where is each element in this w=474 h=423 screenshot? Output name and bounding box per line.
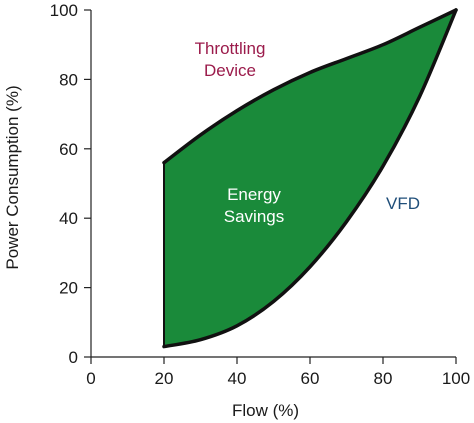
series-line-vfd (162, 8, 458, 349)
series-line-throttling-device (162, 8, 458, 165)
annotation-vfd: VFD (386, 194, 420, 213)
y-tick-label-80: 80 (59, 70, 78, 89)
annotation-line-0: Throttling (195, 39, 266, 58)
label-layer: Flow (%) Power Consumption (%) Energy Savin… (3, 39, 420, 420)
x-tick-label-100: 100 (442, 369, 470, 388)
energy-savings-label-line-1: Savings (224, 207, 284, 226)
x-tick-label-20: 20 (155, 369, 174, 388)
y-tick-label-100: 100 (50, 1, 78, 20)
y-tick-label-20: 20 (59, 279, 78, 298)
x-tick-label-40: 40 (228, 369, 247, 388)
annotation-line-0: VFD (386, 194, 420, 213)
y-axis-title: Power Consumption (%) (3, 85, 22, 269)
x-tick-label-0: 0 (86, 369, 95, 388)
line-layer (162, 8, 458, 349)
fill-layer (164, 10, 456, 347)
energy-savings-label: Energy Savings (224, 185, 284, 226)
x-tick-label-60: 60 (301, 369, 320, 388)
energy-savings-label-line-0: Energy (227, 185, 281, 204)
axis-layer: 0 20 40 60 80 100 0 20 40 60 80 100 (50, 1, 471, 388)
energy-savings-area (164, 10, 456, 347)
y-tick-label-60: 60 (59, 140, 78, 159)
y-tick-label-40: 40 (59, 209, 78, 228)
y-tick-label-0: 0 (69, 348, 78, 367)
annotation-line-1: Device (204, 61, 256, 80)
annotation-throttling-device: Throttling Device (195, 39, 266, 80)
x-tick-label-80: 80 (374, 369, 393, 388)
x-axis-title: Flow (%) (232, 401, 299, 420)
